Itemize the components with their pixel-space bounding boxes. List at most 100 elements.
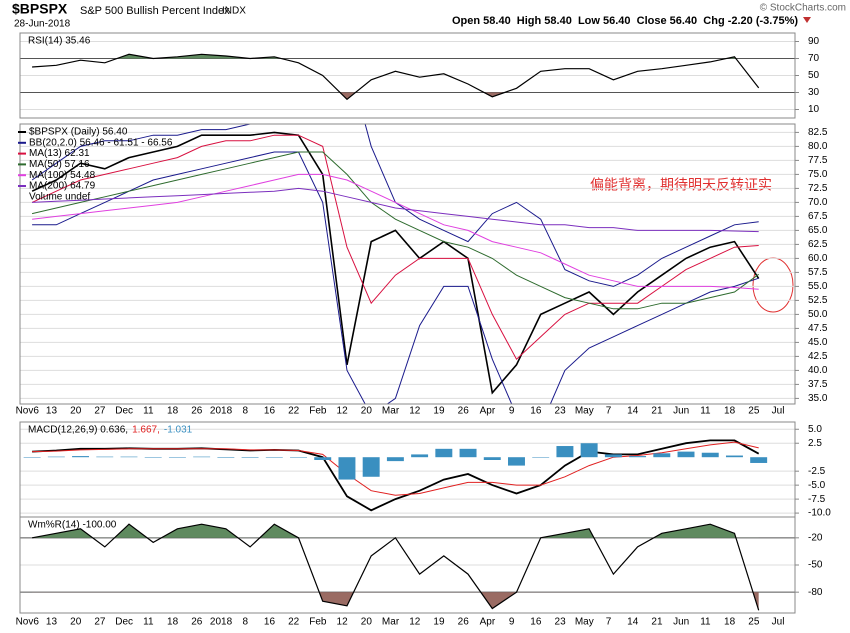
x-tick-label: 14 — [627, 406, 639, 417]
y-tick-label: 50.0 — [808, 309, 828, 320]
x-tick-label: Nov6 — [16, 406, 40, 417]
series-line — [31, 134, 759, 361]
x-tick-label: 18 — [167, 617, 179, 628]
panel — [20, 428, 795, 514]
series-line — [32, 187, 759, 233]
x-tick-label: 9 — [509, 617, 515, 628]
legend-entry: MACD(12,26,9) 0.636, — [28, 425, 128, 436]
x-tick-label: 16 — [530, 617, 542, 628]
histogram-bar — [47, 456, 65, 458]
x-tick-label: May — [575, 617, 594, 628]
y-tick-label: 45.0 — [808, 337, 828, 348]
histogram-bar — [604, 454, 622, 458]
x-tick-label: 11 — [143, 406, 154, 417]
y-tick-label: -10.0 — [808, 508, 831, 519]
histogram-bar — [725, 455, 743, 458]
y-tick-label: 57.5 — [808, 267, 828, 278]
y-tick-label: 70.0 — [808, 197, 828, 208]
x-tick-label: Apr — [480, 617, 496, 628]
legend-note: Volume undef — [29, 191, 90, 202]
x-tick-label: 26 — [458, 406, 470, 417]
panel — [20, 41, 795, 110]
panel-title: Wm%R(14) -100.00 — [28, 520, 117, 531]
x-tick-label: 22 — [288, 617, 300, 628]
y-tick-label: -50 — [808, 560, 823, 571]
x-tick-label: 14 — [627, 617, 639, 628]
x-tick-label: 12 — [337, 617, 349, 628]
x-tick-label: 7 — [606, 617, 612, 628]
x-tick-label: 9 — [509, 406, 515, 417]
legend-entry: MA(50) 57.16 — [29, 159, 90, 170]
upper-zone-fill — [32, 524, 759, 538]
x-tick-label: 27 — [94, 406, 106, 417]
x-tick-label: May — [575, 406, 594, 417]
y-tick-label: -5.0 — [808, 480, 826, 491]
histogram-bar — [265, 457, 283, 458]
x-tick-label: 8 — [242, 617, 248, 628]
x-tick-label: 20 — [70, 617, 82, 628]
x-tick-label: 20 — [361, 406, 373, 417]
index-name: S&P 500 Bullish Percent Index — [80, 5, 230, 17]
histogram-bar — [556, 446, 574, 458]
legend-entry: MA(100) 54.48 — [29, 170, 96, 181]
y-tick-label: 62.5 — [808, 239, 828, 250]
x-tick-label: Nov6 — [16, 617, 40, 628]
y-tick-label: 52.5 — [808, 295, 828, 306]
histogram-bar — [508, 457, 525, 466]
x-tick-label: 16 — [264, 406, 276, 417]
y-tick-label: 42.5 — [808, 351, 828, 362]
x-tick-label: 20 — [361, 617, 373, 628]
histogram-bar — [96, 456, 114, 458]
x-tick-label: Jul — [772, 406, 785, 417]
histogram-bar — [120, 456, 138, 458]
x-tick-label: 2018 — [210, 406, 233, 417]
y-tick-label: 75.0 — [808, 169, 828, 180]
x-tick-label: 18 — [724, 617, 736, 628]
histogram-bar — [483, 457, 501, 460]
x-tick-label: 22 — [288, 406, 300, 417]
x-tick-label: 23 — [555, 406, 567, 417]
x-tick-label: 16 — [530, 406, 542, 417]
panel — [20, 523, 795, 611]
x-tick-label: 25 — [748, 617, 760, 628]
x-tick-label: 7 — [606, 406, 612, 417]
panel — [20, 124, 795, 404]
date: 28-Jun-2018 — [14, 19, 71, 30]
histogram-bar — [72, 456, 90, 458]
x-tick-label: 23 — [555, 617, 567, 628]
series-line — [32, 173, 759, 290]
x-tick-label: 11 — [700, 406, 711, 417]
x-tick-label: 11 — [700, 617, 711, 628]
legend-entry: $BPSPX (Daily) 56.40 — [29, 127, 128, 138]
x-tick-label: 19 — [433, 617, 445, 628]
histogram-bar — [241, 457, 259, 458]
x-tick-label: Jun — [673, 617, 689, 628]
y-tick-label: 90 — [808, 36, 820, 47]
legend-entry: BB(20,2.0) 56.46 - 61.51 - 66.56 — [29, 137, 173, 148]
annotation: 偏能背离，期待明天反转证实 — [590, 177, 772, 193]
y-tick-label: 2.5 — [808, 438, 822, 449]
histogram-bar — [290, 457, 307, 458]
histogram-bar — [629, 456, 647, 458]
legend-entry: MA(200) 64.79 — [29, 181, 96, 192]
series-line — [31, 151, 759, 310]
histogram-bar — [362, 457, 380, 477]
x-tick-label: 11 — [143, 617, 154, 628]
exchange: INDX — [222, 6, 246, 17]
panel-title: RSI(14) 35.46 — [28, 36, 91, 47]
histogram-bar — [459, 448, 477, 458]
y-tick-label: 67.5 — [808, 211, 828, 222]
histogram-bar — [338, 457, 356, 480]
panel-frame — [19, 123, 796, 405]
histogram-bar — [168, 457, 186, 458]
y-tick-label: 65.0 — [808, 225, 828, 236]
x-tick-label: 8 — [242, 406, 248, 417]
x-tick-label: 13 — [46, 406, 58, 417]
y-tick-label: 60.0 — [808, 253, 828, 264]
x-tick-label: Dec — [115, 617, 133, 628]
credit: © StockCharts.com — [760, 3, 846, 14]
histogram-bar — [144, 457, 162, 458]
legend-entry: MA(13) 62.31 — [29, 148, 90, 159]
x-tick-label: 20 — [70, 406, 82, 417]
